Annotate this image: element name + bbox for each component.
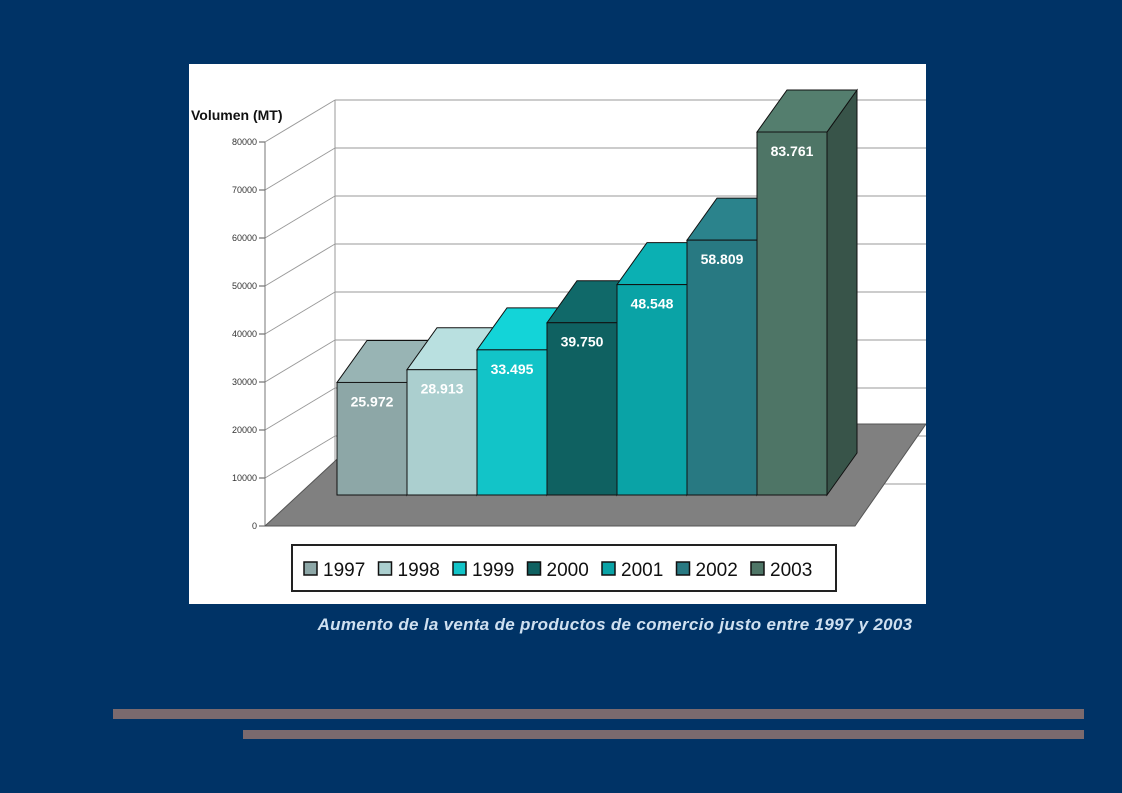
bar-data-label: 39.750 [561,334,604,350]
y-tick-label: 50000 [232,281,257,291]
legend-item-1997: 1997 [303,560,365,581]
bar-front [616,284,688,496]
legend-label: 1998 [398,560,440,581]
bar-front [756,131,828,496]
chart-panel: 0 10000 20000 30000 40000 50000 60000 70000 8000… [189,64,926,604]
legend-item-2002: 2002 [675,560,738,581]
bar-front [336,381,408,496]
legend-item-2001: 2001 [601,560,663,581]
bar-front [476,349,548,496]
bar-data-label: 33.495 [491,361,534,377]
gridline-side [264,291,336,335]
y-tick-label: 30000 [232,377,257,387]
bar-2003: 83.761 [756,88,858,497]
gridline-side [264,339,336,383]
chart-caption: Aumento de la venta de productos de come… [317,615,913,634]
gridline-side [264,195,336,239]
gridline-side [264,147,336,191]
legend-label: 2002 [696,560,738,581]
gridline-side [264,243,336,287]
y-axis-title: Volumen (MT) [191,107,283,123]
legend-label: 2001 [621,560,663,581]
legend-item-2003: 2003 [750,560,812,581]
decorative-rule-top [113,709,1084,719]
legend-item-2000: 2000 [526,560,589,581]
bar-front [686,239,758,496]
legend-swatch [526,561,542,576]
legend-swatch [750,561,765,576]
y-tick-label: 40000 [232,329,257,339]
y-tick-label: 60000 [232,233,257,243]
bar-data-label: 28.913 [421,381,464,397]
y-tick-label: 80000 [232,137,257,147]
legend-item-1998: 1998 [377,560,440,581]
bar-side [826,88,858,497]
legend-label: 1999 [472,560,514,581]
gridline-side [264,99,336,143]
bar-data-label: 58.809 [701,251,744,267]
legend-label: 2000 [547,560,589,581]
legend-label: 2003 [770,560,812,581]
bar-chart: 0 10000 20000 30000 40000 50000 60000 70000 8000… [191,88,926,592]
bar-data-label: 25.972 [351,393,394,409]
bar-data-label: 83.761 [771,143,814,159]
legend-swatch [452,561,467,576]
legend-swatch [675,561,691,576]
legend-swatch [377,561,393,576]
legend-swatch [601,561,616,576]
legend-item-1999: 1999 [452,560,514,581]
legend-label: 1997 [323,560,365,581]
y-tick-label: 0 [252,521,257,531]
decorative-rule-bottom [243,730,1084,739]
gridline-side [264,387,336,431]
bar-front [406,369,478,496]
y-tick-label: 20000 [232,425,257,435]
bar-data-label: 48.548 [631,296,674,312]
gridline-side [264,435,336,479]
y-tick-label: 10000 [232,473,257,483]
legend-swatch [303,561,318,576]
y-tick-label: 70000 [232,185,257,195]
